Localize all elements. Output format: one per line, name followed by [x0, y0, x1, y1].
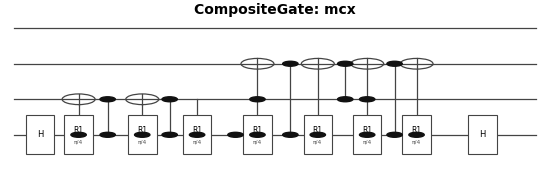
Circle shape — [387, 132, 402, 137]
Circle shape — [126, 94, 159, 105]
Circle shape — [360, 132, 375, 137]
Text: R1: R1 — [313, 126, 323, 135]
Circle shape — [360, 97, 375, 102]
Text: R1: R1 — [411, 126, 422, 135]
Text: R1: R1 — [192, 126, 202, 135]
Circle shape — [162, 132, 177, 137]
Circle shape — [400, 58, 433, 69]
Text: π/4: π/4 — [313, 139, 322, 144]
Text: R1: R1 — [362, 126, 372, 135]
Circle shape — [100, 132, 116, 137]
Text: R1: R1 — [137, 126, 147, 135]
FancyBboxPatch shape — [243, 115, 272, 154]
Circle shape — [241, 58, 274, 69]
Circle shape — [310, 132, 326, 137]
Text: H: H — [37, 130, 43, 139]
Circle shape — [250, 97, 265, 102]
Circle shape — [351, 58, 384, 69]
Circle shape — [135, 132, 150, 137]
FancyBboxPatch shape — [468, 115, 497, 154]
Text: π/4: π/4 — [253, 139, 262, 144]
Circle shape — [62, 94, 95, 105]
Text: π/4: π/4 — [74, 139, 83, 144]
Circle shape — [250, 132, 265, 137]
Text: π/4: π/4 — [412, 139, 421, 144]
Circle shape — [71, 132, 86, 137]
Text: π/4: π/4 — [138, 139, 147, 144]
Circle shape — [162, 97, 177, 102]
Text: R1: R1 — [74, 126, 84, 135]
Circle shape — [283, 132, 298, 137]
FancyBboxPatch shape — [304, 115, 332, 154]
FancyBboxPatch shape — [64, 115, 93, 154]
Circle shape — [338, 61, 353, 66]
Text: CompositeGate: mcx: CompositeGate: mcx — [194, 3, 356, 17]
Circle shape — [100, 97, 116, 102]
Circle shape — [283, 61, 298, 66]
Text: R1: R1 — [252, 126, 262, 135]
FancyBboxPatch shape — [353, 115, 382, 154]
Circle shape — [228, 132, 243, 137]
Text: π/4: π/4 — [192, 139, 202, 144]
FancyBboxPatch shape — [183, 115, 211, 154]
Circle shape — [409, 132, 424, 137]
Text: H: H — [479, 130, 486, 139]
FancyBboxPatch shape — [128, 115, 157, 154]
Circle shape — [338, 97, 353, 102]
Text: π/4: π/4 — [362, 139, 372, 144]
Circle shape — [301, 58, 334, 69]
Circle shape — [387, 61, 402, 66]
FancyBboxPatch shape — [26, 115, 54, 154]
Circle shape — [189, 132, 205, 137]
FancyBboxPatch shape — [402, 115, 431, 154]
